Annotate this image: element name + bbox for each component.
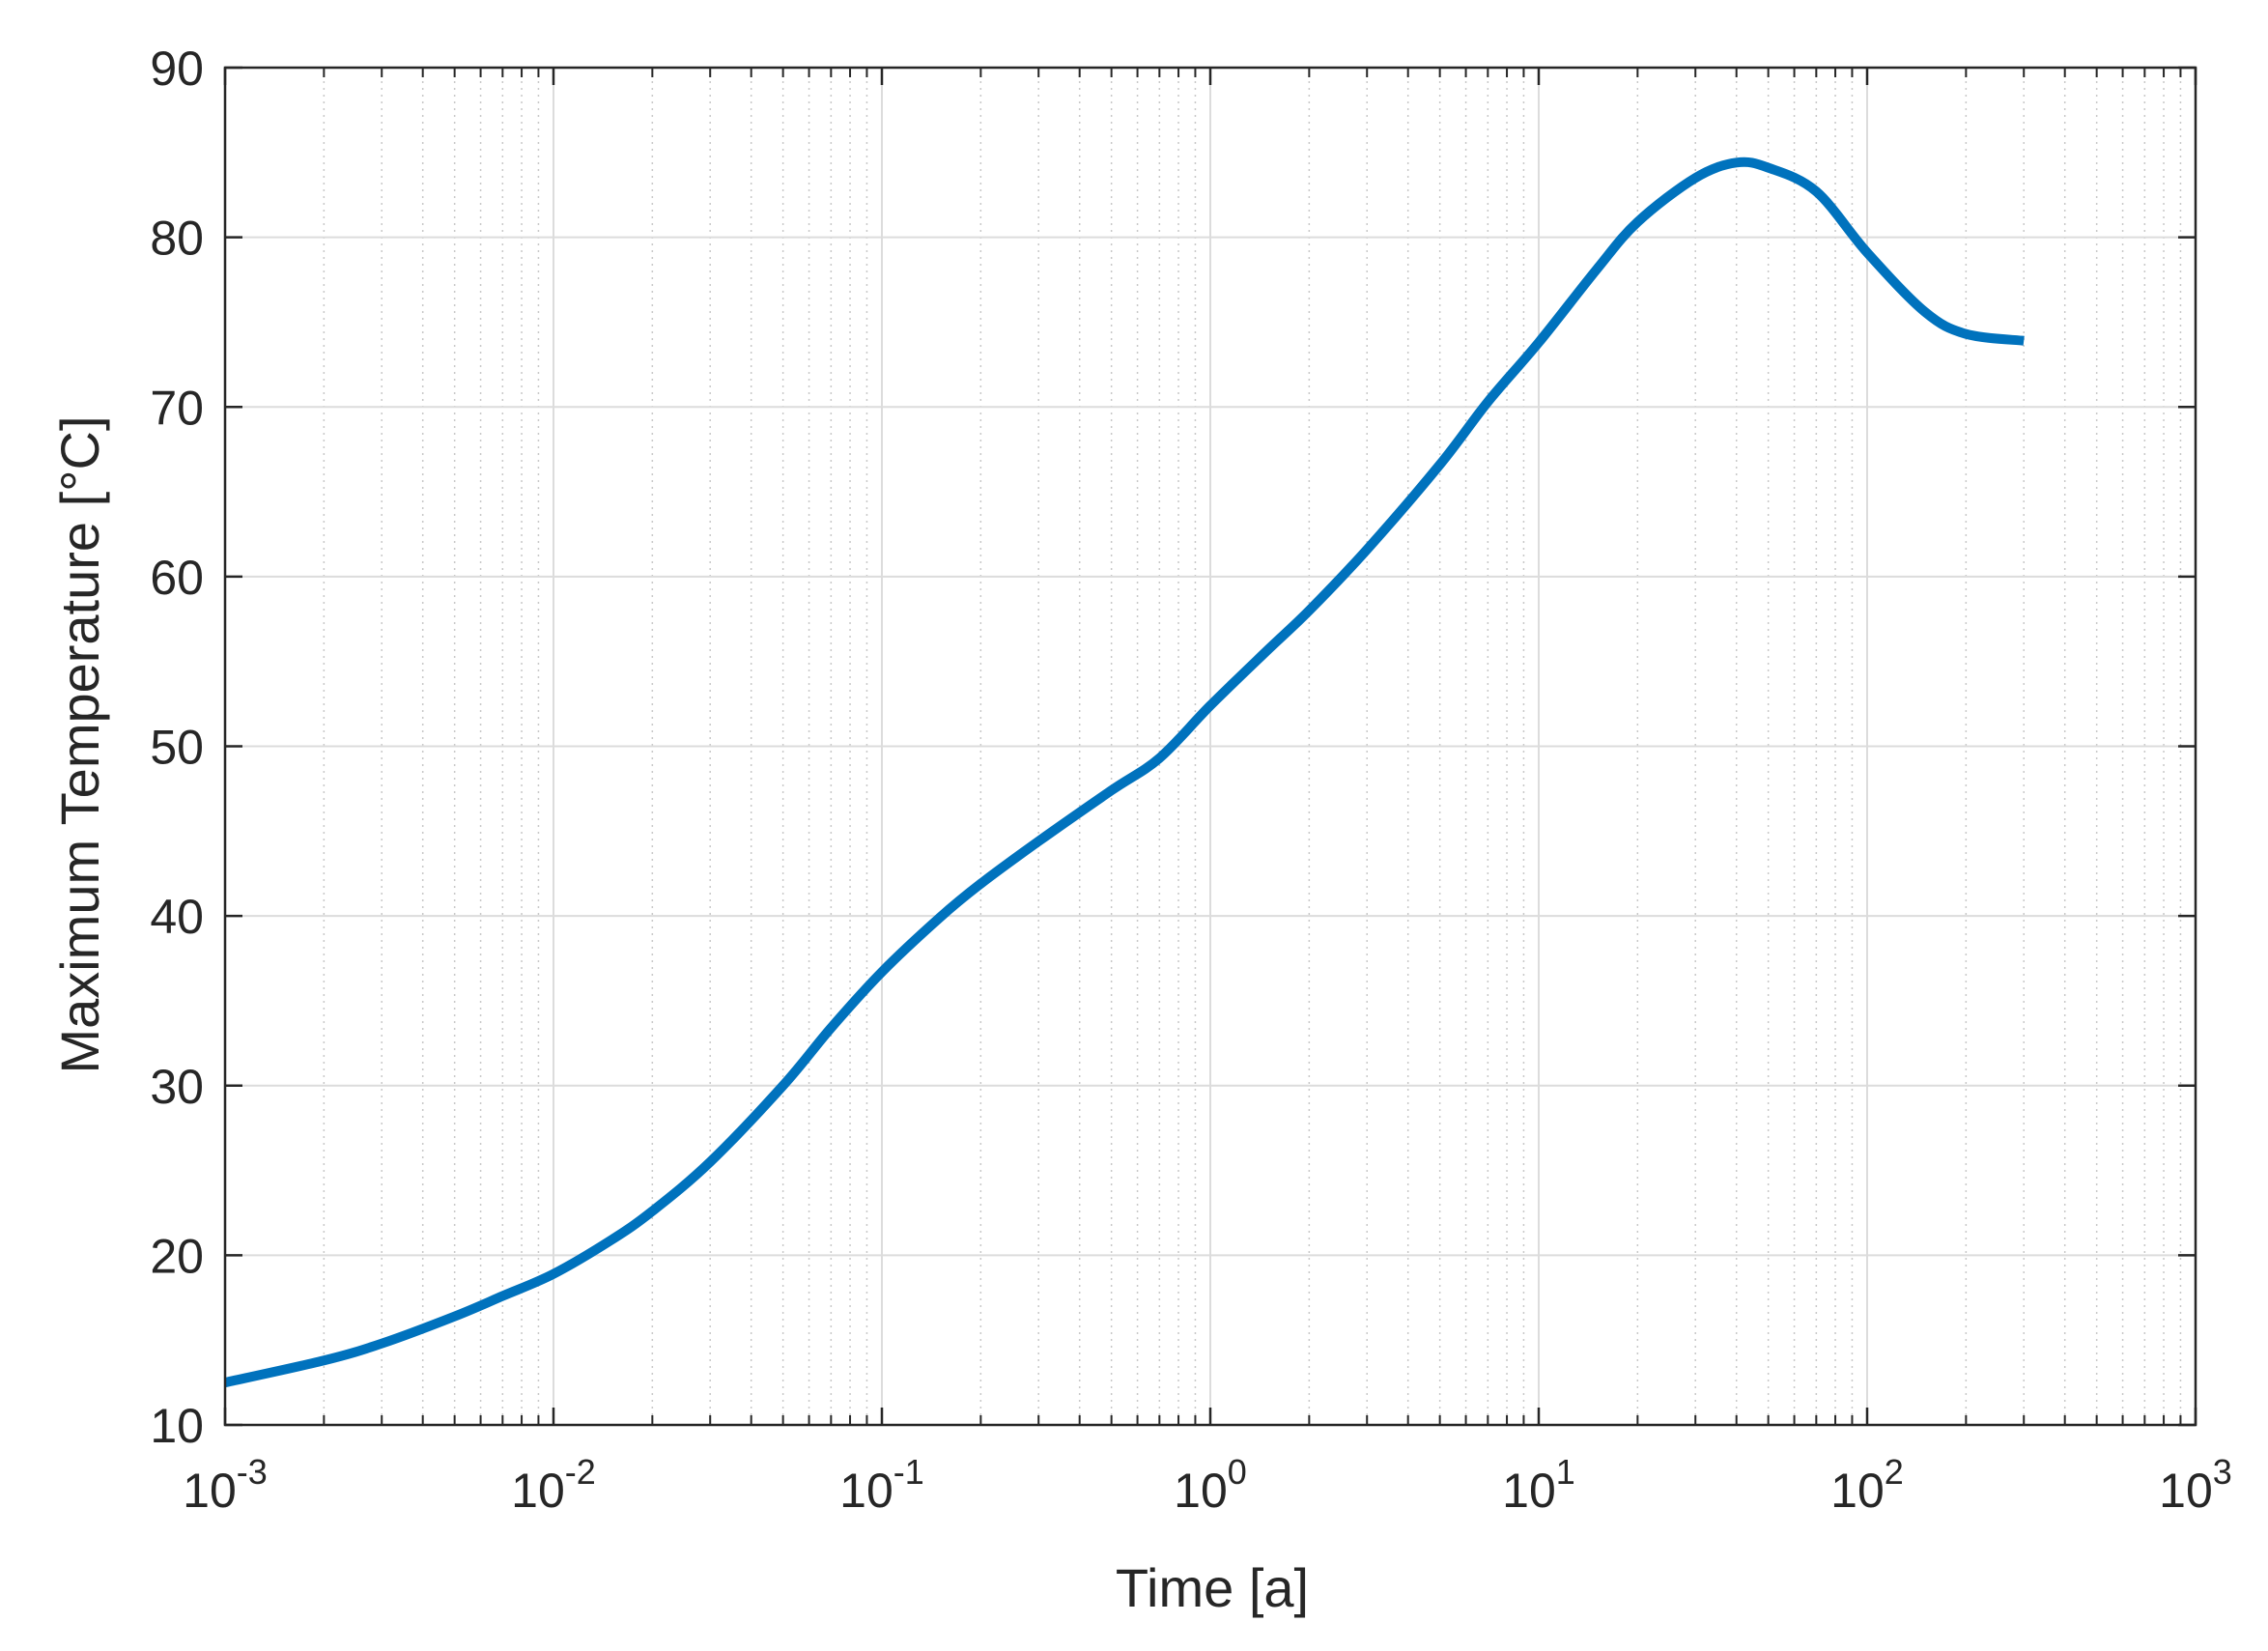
x-tick-label: 10-2	[511, 1452, 596, 1518]
tick-labels: 10-3 10-2 10-1 100 101 102 103 10 20 30 40 50 60 70 80…	[150, 42, 2231, 1518]
x-tick-label: 10-3	[183, 1452, 268, 1518]
y-tick-label: 70	[150, 381, 204, 435]
x-tick-label: 102	[1830, 1452, 1904, 1518]
x-axis-title: Time [a]	[1116, 1557, 1309, 1618]
y-tick-label: 20	[150, 1229, 204, 1283]
y-tick-label: 60	[150, 551, 204, 605]
y-tick-label: 10	[150, 1399, 204, 1453]
y-tick-label: 40	[150, 890, 204, 944]
ticks	[223, 66, 2197, 1427]
y-tick-label: 30	[150, 1060, 204, 1114]
series-line	[223, 157, 2025, 1387]
y-tick-label: 50	[150, 721, 204, 775]
y-axis-title: Maximum Temperature [°C]	[49, 415, 110, 1073]
x-tick-label: 103	[2159, 1452, 2232, 1518]
y-tick-label: 90	[150, 42, 204, 96]
x-tick-label: 100	[1174, 1452, 1247, 1518]
y-tick-label: 80	[150, 212, 204, 266]
x-tick-label: 10-1	[839, 1452, 924, 1518]
minor-grid	[323, 68, 2182, 1425]
x-tick-label: 101	[1502, 1452, 1575, 1518]
plot-lines	[223, 157, 2025, 1387]
